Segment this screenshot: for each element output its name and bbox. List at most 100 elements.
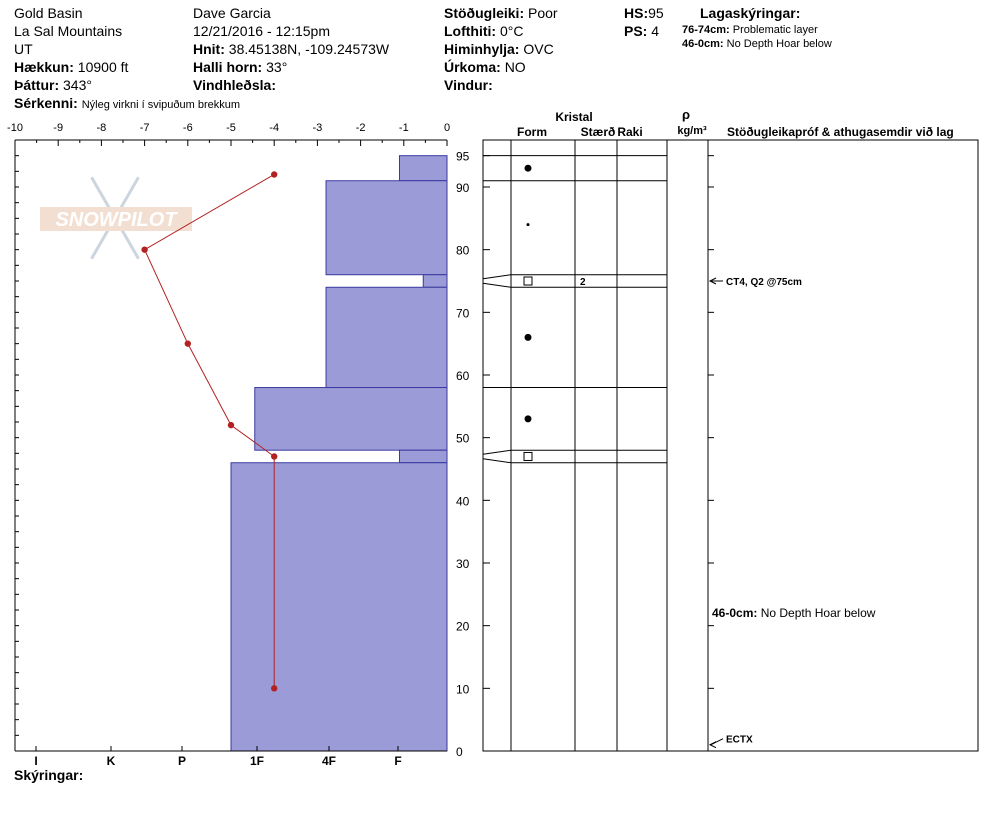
header-crystal: Kristal (555, 110, 592, 124)
precipitation: Úrkoma: NO (444, 59, 526, 75)
temperature-tick-label: 0 (444, 122, 450, 134)
crystal-rounded-grain-icon (524, 333, 532, 341)
crystal-faceted-icon (523, 451, 533, 461)
test-comment: ECTX (726, 735, 753, 746)
location-name: Gold Basin (14, 5, 83, 21)
layer-boundary (482, 274, 667, 280)
crystal-faceted-icon (523, 276, 533, 286)
layer-table: 2 Kristal Form Stærð Raki ρ kg/m³ Stöðugleikapr… (482, 107, 979, 752)
slope-angle: Halli horn: 33° (193, 59, 288, 75)
wind-loading: Vindhleðsla: (193, 77, 276, 93)
temperature-point (141, 246, 148, 253)
crystal-size: 2 (580, 277, 586, 288)
temperature-point (271, 685, 278, 692)
layer-note: 76-74cm: Problematic layer (682, 24, 818, 36)
temperature-point (271, 171, 278, 178)
hardness-bar (325, 180, 448, 276)
header-density-unit: kg/m³ (677, 125, 707, 137)
header-tests: Stöðugleikapróf & athugasemdir við lag (727, 125, 954, 139)
aspect: Þáttur: 343° (14, 77, 92, 93)
layer-boundary (482, 458, 667, 464)
temperature-tick-label: -7 (140, 122, 150, 134)
hardness-tick-label: I (34, 754, 37, 768)
test-arrowhead (708, 277, 717, 285)
snowflake-arm (90, 176, 117, 219)
snowpilot-watermark: SNOWPILOT (40, 176, 192, 260)
temperature-tick-label: -3 (313, 122, 323, 134)
specifics: Sérkenni: Nýleg virkni í svipuðum brekku… (14, 95, 241, 111)
depth-tick-label: 70 (456, 306, 470, 320)
table-frame (482, 139, 979, 752)
hardness-bar (422, 274, 448, 288)
crystal-rounded-grain-icon (524, 164, 532, 172)
test-comment-range: 46-0cm: (712, 606, 757, 620)
depth-tick-label: 0 (456, 745, 463, 759)
watermark-text: SNOWPILOT (55, 209, 178, 231)
temperature-tick-label: -6 (183, 122, 193, 134)
hardness-tick-label: 1F (250, 754, 264, 768)
coordinates: Hnit: 38.45138N, -109.24573W (193, 41, 390, 57)
watermark-band (40, 207, 192, 231)
temperature-point (271, 453, 278, 460)
depth-tick-label: 95 (456, 150, 470, 164)
hardness-bar (398, 449, 448, 464)
crystal-small-grain-icon (526, 223, 530, 227)
depth-tick-label: 10 (456, 682, 470, 696)
snow-height: HS:95 (624, 5, 664, 21)
temperature-tick-label: -2 (356, 122, 366, 134)
hardness-bar (398, 155, 448, 182)
hardness-temperature-panel: SNOWPILOT-10 -9 -8 -7 -6 -5 -4 -3 -2 -1 0I K P 1F 4F F0… (7, 122, 470, 768)
layer-boundary (482, 282, 667, 288)
depth-tick-label: 90 (456, 181, 470, 195)
temperature-point (227, 421, 235, 429)
hardness-tick-label: P (178, 754, 186, 768)
header-size: Stærð (581, 125, 616, 139)
penetration: PS: 4 (624, 23, 660, 39)
temperature-point (184, 340, 191, 347)
state-name: UT (14, 41, 33, 57)
layer-boundary (482, 449, 667, 455)
layer-note: 46-0cm: No Depth Hoar below (682, 38, 832, 50)
temperature-tick-label: -4 (269, 122, 279, 134)
depth-tick-label: 20 (456, 620, 470, 634)
temperature-tick-label: -10 (7, 122, 23, 134)
hardness-tick-label: 4F (322, 754, 336, 768)
observation-datetime: 12/21/2016 - 12:15pm (193, 23, 330, 39)
hardness-tick-label: F (394, 754, 401, 768)
depth-tick-label: 50 (456, 432, 470, 446)
observer-name: Dave Garcia (193, 5, 271, 21)
hardness-bar (230, 462, 448, 752)
header-form: Form (517, 125, 547, 139)
snowflake-arm (113, 217, 140, 260)
range-name: La Sal Mountains (14, 23, 123, 39)
temperature-line (143, 174, 275, 689)
stability: Stöðugleiki: Poor (444, 5, 558, 21)
wind: Vindur: (444, 77, 493, 93)
test-arrowhead (708, 741, 717, 749)
hardness-bar (325, 286, 448, 389)
test-comment: CT4, Q2 @75cm (726, 277, 802, 288)
elevation: Hækkun: 10900 ft (14, 59, 129, 75)
layer-notes-title: Lagaskýringar: (700, 5, 801, 21)
hardness-bar (254, 387, 448, 451)
notes-label: Skýringar: (14, 767, 84, 783)
test-comment-text: No Depth Hoar below (757, 606, 875, 620)
temperature-tick-label: -9 (53, 122, 63, 134)
sky-cover: Himinhylja: OVC (444, 41, 554, 57)
temperature-tick-label: -1 (399, 122, 409, 134)
depth-tick-label: 60 (456, 369, 470, 383)
snowflake-arm (113, 176, 140, 219)
depth-tick-label: 40 (456, 494, 470, 508)
depth-tick-label: 30 (456, 557, 470, 571)
depth-tick-label: 80 (456, 244, 470, 258)
crystal-rounded-grain-icon (524, 415, 532, 423)
air-temperature: Lofthiti: 0°C (444, 23, 524, 39)
header-wetness: Raki (617, 125, 642, 139)
hardness-tick-label: K (107, 754, 116, 768)
test-comment: 46-0cm: No Depth Hoar below (712, 606, 876, 620)
snowflake-arm (90, 217, 117, 260)
temperature-tick-label: -8 (97, 122, 107, 134)
temperature-tick-label: -5 (226, 122, 236, 134)
header-rho: ρ (682, 107, 690, 122)
